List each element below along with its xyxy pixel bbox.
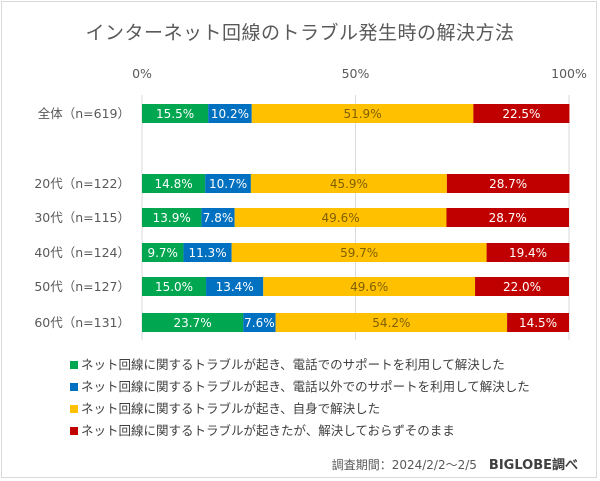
data-label: 49.6% xyxy=(321,211,359,225)
bar-segment xyxy=(142,313,244,332)
data-label: 7.6% xyxy=(244,316,275,330)
bar-segment xyxy=(201,208,235,227)
legend-item: ネット回線に関するトラブルが起き、自身で解決した xyxy=(70,396,530,418)
legend-label: ネット回線に関するトラブルが起きたが、解決しておらずそのまま xyxy=(81,422,455,438)
data-label: 51.9% xyxy=(343,107,381,121)
data-label: 11.3% xyxy=(188,246,226,260)
bar-segment xyxy=(486,243,570,262)
legend-swatch xyxy=(70,405,78,413)
bar-segment xyxy=(205,174,251,193)
bar-segment xyxy=(446,174,570,193)
bar-segment xyxy=(142,174,206,193)
bar-segment xyxy=(473,104,570,123)
bar-segment xyxy=(142,243,184,262)
data-label: 59.7% xyxy=(340,246,378,260)
bar-segment xyxy=(142,104,209,123)
data-label: 10.7% xyxy=(209,177,247,191)
data-label: 10.2% xyxy=(211,107,249,121)
data-label: 14.5% xyxy=(519,316,557,330)
data-label: 13.9% xyxy=(153,211,191,225)
bar-segment xyxy=(475,277,569,296)
chart-title: インターネット回線のトラブル発生時の解決方法 xyxy=(85,22,515,44)
x-tick-label: 100% xyxy=(551,66,587,81)
credit-label: BIGLOBE調べ xyxy=(488,458,578,473)
bar-segment xyxy=(243,313,276,332)
legend-swatch xyxy=(70,383,78,391)
bar-segment xyxy=(231,243,487,262)
category-label: 20代（n=122） xyxy=(34,176,130,191)
category-label: 全体（n=619） xyxy=(38,106,130,121)
data-label: 54.2% xyxy=(372,316,410,330)
legend-swatch xyxy=(70,361,78,369)
bar-segment xyxy=(142,208,202,227)
category-label: 30代（n=115） xyxy=(34,210,130,225)
survey-period: 調査期間：2024/2/2～2/5 xyxy=(331,458,477,472)
data-label: 22.5% xyxy=(502,107,540,121)
bar-segment xyxy=(208,104,252,123)
bar-segment xyxy=(263,277,476,296)
data-label: 15.5% xyxy=(156,107,194,121)
data-label: 14.8% xyxy=(155,177,193,191)
data-label: 15.0% xyxy=(155,280,193,294)
category-label: 60代（n=131） xyxy=(34,315,130,330)
bar-segment xyxy=(142,277,207,296)
x-tick-label: 0% xyxy=(132,66,152,81)
x-tick-label: 50% xyxy=(342,66,370,81)
bar-segment xyxy=(251,104,474,123)
legend-item: ネット回線に関するトラブルが起き、電話以外でのサポートを利用して解決した xyxy=(70,374,530,396)
source-note: 調査期間：2024/2/2～2/5 BIGLOBE調べ xyxy=(332,454,578,473)
data-label: 19.4% xyxy=(509,246,547,260)
data-label: 28.7% xyxy=(489,211,527,225)
legend-label: ネット回線に関するトラブルが起き、自身で解決した xyxy=(81,400,381,416)
bar-segment xyxy=(183,243,232,262)
bar-segment xyxy=(446,208,569,227)
data-label: 45.9% xyxy=(330,177,368,191)
legend-item: ネット回線に関するトラブルが起き、電話でのサポートを利用して解決した xyxy=(70,352,530,374)
bar-segment xyxy=(275,313,508,332)
data-label: 28.7% xyxy=(489,177,527,191)
legend-label: ネット回線に関するトラブルが起き、電話でのサポートを利用して解決した xyxy=(81,356,505,372)
data-label: 23.7% xyxy=(174,316,212,330)
bar-segment xyxy=(234,208,447,227)
data-label: 7.8% xyxy=(203,211,234,225)
category-label: 40代（n=124） xyxy=(34,245,130,260)
data-label: 13.4% xyxy=(216,280,254,294)
data-label: 9.7% xyxy=(147,246,178,260)
bar-segment xyxy=(206,277,264,296)
data-label: 22.0% xyxy=(503,280,541,294)
data-label: 49.6% xyxy=(350,280,388,294)
bar-segment xyxy=(250,174,447,193)
bar-segment xyxy=(507,313,569,332)
category-label: 50代（n=127） xyxy=(34,279,130,294)
legend-swatch xyxy=(70,427,78,435)
legend-item: ネット回線に関するトラブルが起きたが、解決しておらずそのまま xyxy=(70,418,530,440)
legend-label: ネット回線に関するトラブルが起き、電話以外でのサポートを利用して解決した xyxy=(81,378,530,394)
chart-legend: ネット回線に関するトラブルが起き、電話でのサポートを利用して解決した ネット回線に… xyxy=(70,352,530,440)
